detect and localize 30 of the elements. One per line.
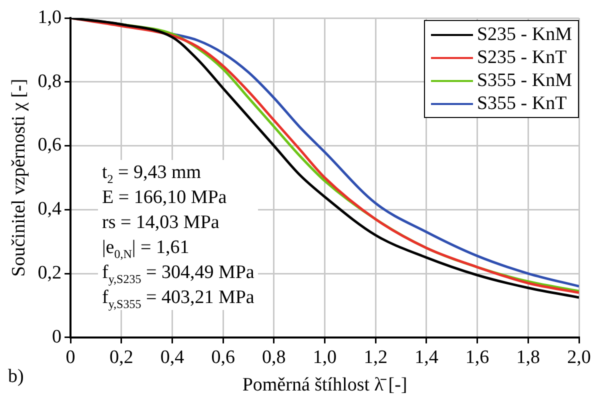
- x-tick-label: 0,8: [262, 346, 286, 368]
- legend-label: S235 - KnT: [476, 46, 567, 69]
- y-tick-label: 0,6: [38, 134, 62, 156]
- annotation: |e$_{0,N}$| = 1,61: [102, 236, 190, 261]
- x-tick-label: 0,4: [160, 346, 185, 368]
- text: b): [8, 366, 24, 388]
- y-tick-label: 0,8: [38, 70, 62, 92]
- x-tick-label: 1,8: [516, 346, 540, 368]
- x-tick-label: 1,2: [364, 346, 388, 368]
- x-axis-title: Poměrná štíhlost λ̄ [-]: [242, 374, 408, 396]
- y-axis-title: Součinitel vzpěrnosti χ [-]: [8, 78, 30, 277]
- x-tick-label: 1,6: [465, 346, 490, 368]
- x-tick-label: 0,6: [211, 346, 235, 368]
- y-tick-label: 1,0: [38, 6, 62, 28]
- x-tick-label: 0: [66, 346, 76, 368]
- legend-label: S355 - KnT: [476, 92, 567, 115]
- y-tick-label: 0,4: [38, 198, 62, 220]
- y-tick-label: 0,2: [38, 262, 62, 284]
- annotation: t$_{2}$ = 9,43 mm: [102, 161, 202, 186]
- annotation: f$_{y,S235}$ = 304,49 MPa: [102, 261, 254, 286]
- legend-label: S235 - KnM: [476, 23, 572, 46]
- x-tick-label: 0,2: [110, 346, 134, 368]
- legend-label: S355 - KnM: [476, 69, 572, 92]
- annotation: f$_{y,S355}$ = 403,21 MPa: [102, 286, 254, 311]
- y-tick-label: 0: [52, 326, 62, 348]
- x-tick-label: 2,0: [567, 346, 591, 368]
- x-tick-label: 1,0: [312, 346, 337, 368]
- x-tick-label: 1,4: [414, 346, 439, 368]
- annotation: E = 166,10 MPa: [102, 186, 228, 210]
- annotation: rs = 14,03 MPa: [102, 211, 220, 235]
